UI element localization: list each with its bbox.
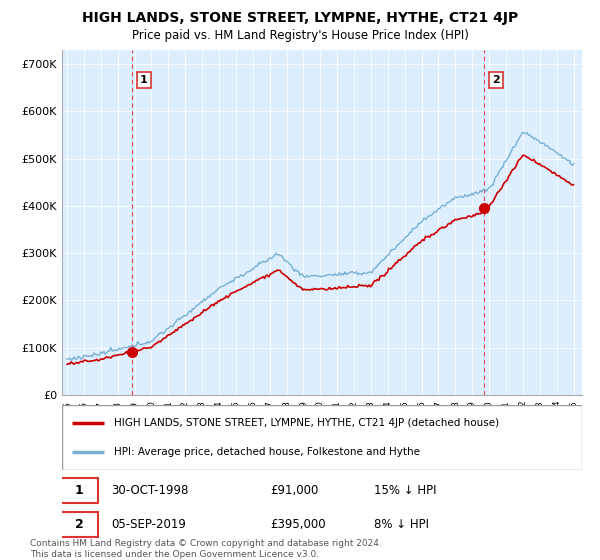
FancyBboxPatch shape — [62, 405, 582, 470]
Text: 1: 1 — [75, 484, 83, 497]
Text: £395,000: £395,000 — [270, 518, 326, 531]
Text: Price paid vs. HM Land Registry's House Price Index (HPI): Price paid vs. HM Land Registry's House … — [131, 29, 469, 41]
FancyBboxPatch shape — [59, 478, 98, 503]
Text: 15% ↓ HPI: 15% ↓ HPI — [374, 484, 437, 497]
Text: 2: 2 — [492, 75, 500, 85]
Text: 2: 2 — [75, 518, 83, 531]
Text: Contains HM Land Registry data © Crown copyright and database right 2024.
This d: Contains HM Land Registry data © Crown c… — [30, 539, 382, 559]
Text: 8% ↓ HPI: 8% ↓ HPI — [374, 518, 429, 531]
Text: 05-SEP-2019: 05-SEP-2019 — [112, 518, 186, 531]
Text: HIGH LANDS, STONE STREET, LYMPNE, HYTHE, CT21 4JP (detached house): HIGH LANDS, STONE STREET, LYMPNE, HYTHE,… — [114, 418, 499, 428]
Text: HIGH LANDS, STONE STREET, LYMPNE, HYTHE, CT21 4JP: HIGH LANDS, STONE STREET, LYMPNE, HYTHE,… — [82, 11, 518, 25]
Text: 30-OCT-1998: 30-OCT-1998 — [112, 484, 189, 497]
Text: 1: 1 — [140, 75, 148, 85]
Text: HPI: Average price, detached house, Folkestone and Hythe: HPI: Average price, detached house, Folk… — [114, 447, 420, 457]
FancyBboxPatch shape — [59, 512, 98, 536]
Text: £91,000: £91,000 — [270, 484, 319, 497]
